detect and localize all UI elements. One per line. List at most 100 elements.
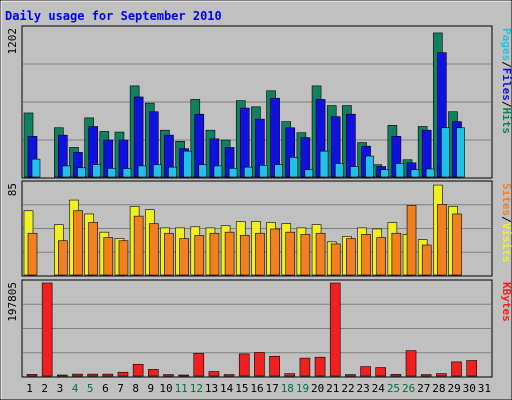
bar-kbytes-24 [375, 367, 387, 377]
x-tick-label-13: 13 [205, 382, 218, 395]
x-tick-label-25: 25 [387, 382, 400, 395]
bar-sites-1 [27, 232, 38, 276]
bar-kbytes-29 [451, 361, 462, 377]
bar-sites-4 [73, 210, 83, 276]
bar-sites-25 [391, 232, 402, 276]
bar-kbytes-27 [420, 374, 432, 377]
x-tick-label-9: 9 [148, 382, 155, 395]
x-tick-label-7: 7 [117, 382, 124, 395]
bar-pages-20 [319, 150, 329, 178]
x-tick-label-21: 21 [326, 382, 339, 395]
bar-pages-8 [137, 165, 147, 178]
panel-visits: 85 [6, 180, 493, 277]
bar-pages-27 [425, 168, 435, 178]
bar-kbytes-1 [26, 374, 38, 377]
bar-kbytes-18 [284, 373, 296, 377]
x-tick-label-14: 14 [220, 382, 234, 395]
bar-pages-28 [441, 127, 450, 178]
bar-pages-21 [334, 163, 344, 178]
bar-kbytes-19 [299, 357, 311, 377]
x-tick-label-4: 4 [72, 382, 79, 395]
x-tick-label-10: 10 [159, 382, 172, 395]
bar-kbytes-13 [208, 371, 220, 377]
bar-pages-19 [304, 169, 314, 178]
bar-sites-21 [330, 243, 341, 276]
bar-pages-23 [365, 155, 374, 178]
bar-sites-15 [239, 235, 250, 276]
x-tick-label-31: 31 [478, 382, 491, 395]
legend-item-hits: Hits [500, 108, 512, 135]
x-tick-label-2: 2 [41, 382, 48, 395]
bar-kbytes-8 [132, 363, 144, 377]
x-tick-label-16: 16 [250, 382, 263, 395]
legend-separator: / [500, 101, 512, 108]
bar-sites-8 [133, 215, 144, 276]
bar-sites-29 [452, 213, 462, 276]
bar-pages-4 [77, 167, 86, 178]
legend-separator: / [500, 216, 512, 223]
legend-visits: Sites/Visits [500, 183, 512, 263]
bar-pages-14 [228, 168, 238, 178]
bar-kbytes-6 [102, 373, 114, 377]
bar-pages-6 [107, 168, 117, 178]
x-tick-label-20: 20 [311, 382, 324, 395]
bar-kbytes-14 [223, 374, 235, 377]
bar-kbytes-5 [87, 373, 98, 377]
bar-pages-18 [289, 156, 299, 178]
bar-sites-16 [255, 232, 265, 276]
bar-pages-17 [274, 164, 283, 178]
legend-item-sites: Sites [500, 183, 512, 216]
bar-kbytes-20 [314, 356, 326, 377]
chart-title: Daily usage for September 2010 [5, 9, 222, 23]
bar-pages-5 [92, 164, 101, 178]
bar-sites-13 [209, 232, 220, 276]
axis-max-label-hits: 1202 [6, 28, 19, 55]
bar-sites-28 [437, 204, 447, 276]
x-tick-label-12: 12 [190, 382, 203, 395]
bar-pages-7 [122, 168, 132, 178]
bar-files-15 [239, 107, 250, 178]
x-tick-label-1: 1 [26, 382, 33, 395]
x-tick-label-23: 23 [357, 382, 370, 395]
bar-kbytes-25 [390, 374, 402, 377]
bar-pages-25 [395, 163, 405, 178]
bar-sites-6 [103, 237, 114, 276]
bar-kbytes-21 [329, 282, 341, 377]
x-axis-day-labels: 1 2 3 4 5 6 7 8 9 10 11 12 13 14 15 16 17 18 19 20 21 22 23 24 2… [26, 382, 491, 395]
x-tick-label-19: 19 [296, 382, 309, 395]
x-tick-label-11: 11 [175, 382, 188, 395]
bar-kbytes-26 [405, 350, 417, 377]
bar-pages-29 [456, 127, 465, 178]
bar-sites-9 [148, 223, 159, 276]
legend-separator: / [500, 61, 512, 68]
bar-pages-24 [380, 169, 390, 178]
x-tick-label-29: 29 [447, 382, 460, 395]
bar-pages-15 [243, 166, 253, 178]
bar-pages-16 [259, 165, 268, 178]
axis-max-label-kbytes: 197805 [6, 282, 19, 322]
legend-hits: Pages/Files/Hits [500, 28, 512, 134]
bar-pages-13 [213, 165, 223, 178]
x-tick-label-6: 6 [102, 382, 109, 395]
bar-sites-10 [164, 232, 174, 276]
bar-sites-3 [58, 240, 68, 276]
bar-sites-14 [224, 231, 235, 276]
x-tick-label-30: 30 [463, 382, 476, 395]
panel-kbytes: 197805 [6, 279, 493, 378]
bar-pages-9 [152, 164, 162, 178]
x-tick-label-8: 8 [132, 382, 139, 395]
bar-kbytes-12 [193, 353, 205, 377]
bar-sites-23 [361, 234, 371, 276]
bar-sites-5 [88, 222, 98, 276]
bar-pages-1 [31, 158, 41, 178]
bar-sites-12 [194, 235, 205, 276]
bar-kbytes-23 [360, 366, 371, 377]
x-tick-label-27: 27 [417, 382, 430, 395]
bar-pages-11 [183, 150, 192, 178]
legend-item-pages: Pages [500, 28, 512, 61]
x-tick-label-18: 18 [281, 382, 294, 395]
x-tick-label-22: 22 [341, 382, 354, 395]
chart-panels: 1202 85 197805 [6, 25, 493, 378]
